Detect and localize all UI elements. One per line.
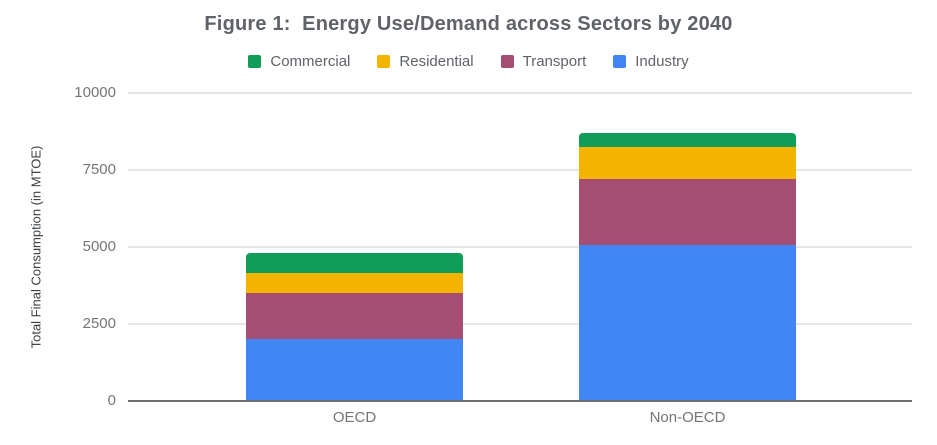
legend-swatch-industry	[613, 55, 627, 68]
bar-non-oecd[interactable]	[579, 133, 796, 401]
legend: Commercial Residential Transport Industry	[0, 53, 937, 70]
gridline	[128, 246, 912, 248]
gridline	[128, 169, 912, 171]
gridline	[128, 92, 912, 94]
legend-label: Residential	[399, 53, 474, 70]
y-tick-label: 10000	[74, 84, 116, 101]
y-tick-label: 5000	[82, 238, 116, 255]
x-axis-baseline	[128, 400, 912, 402]
bar-segment-commercial[interactable]	[246, 253, 463, 274]
legend-item-commercial[interactable]: Commercial	[248, 53, 350, 70]
legend-label: Commercial	[270, 53, 351, 70]
bar-segment-residential[interactable]	[246, 273, 463, 294]
bar-oecd[interactable]	[246, 253, 463, 401]
legend-swatch-commercial	[248, 55, 262, 68]
legend-swatch-transport	[500, 55, 514, 68]
bar-segment-residential[interactable]	[579, 146, 796, 180]
legend-item-industry[interactable]: Industry	[613, 53, 689, 70]
bar-segment-commercial[interactable]	[579, 133, 796, 147]
y-tick-label: 7500	[82, 161, 116, 178]
legend-item-residential[interactable]: Residential	[377, 53, 474, 70]
y-tick-label: 0	[107, 392, 116, 409]
bar-segment-transport[interactable]	[579, 179, 796, 246]
legend-label: Industry	[635, 53, 689, 70]
y-tick-label: 2500	[82, 315, 116, 332]
x-category-label: Non-OECD	[649, 409, 726, 426]
gridline	[128, 323, 912, 325]
x-category-label: OECD	[332, 409, 377, 426]
bar-segment-transport[interactable]	[246, 293, 463, 340]
bar-segment-industry[interactable]	[579, 245, 796, 401]
chart-title: Figure 1: Energy Use/Demand across Secto…	[204, 13, 733, 35]
bar-segment-industry[interactable]	[246, 339, 463, 401]
legend-item-transport[interactable]: Transport	[500, 53, 587, 70]
legend-label: Transport	[522, 53, 587, 70]
legend-swatch-residential	[377, 55, 391, 68]
